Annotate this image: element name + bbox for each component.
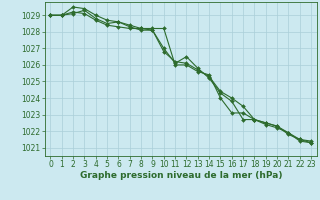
X-axis label: Graphe pression niveau de la mer (hPa): Graphe pression niveau de la mer (hPa) xyxy=(80,171,282,180)
